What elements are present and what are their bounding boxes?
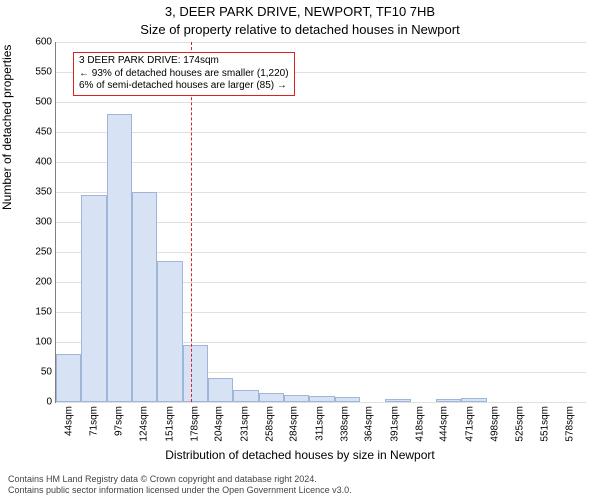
gridline	[56, 42, 586, 43]
y-tick-label: 150	[35, 307, 52, 318]
figure: 3, DEER PARK DRIVE, NEWPORT, TF10 7HB Si…	[0, 0, 600, 500]
annotation-line: 3 DEER PARK DRIVE: 174sqm	[79, 55, 289, 68]
x-tick-label: 498sqm	[490, 406, 501, 442]
x-tick-label: 338sqm	[339, 406, 350, 442]
gridline	[56, 102, 586, 103]
y-tick-label: 550	[35, 67, 52, 78]
histogram-bar	[107, 114, 132, 402]
x-tick-label: 418sqm	[414, 406, 425, 442]
x-axis-title: Distribution of detached houses by size …	[0, 448, 600, 462]
x-tick-label: 204sqm	[214, 406, 225, 442]
x-tick-label: 578sqm	[565, 406, 576, 442]
x-tick-label: 284sqm	[289, 406, 300, 442]
histogram-bar	[385, 399, 410, 402]
annotation-box: 3 DEER PARK DRIVE: 174sqm← 93% of detach…	[73, 52, 295, 96]
x-tick-label: 364sqm	[364, 406, 375, 442]
reference-line	[191, 42, 192, 402]
y-tick-label: 0	[46, 397, 52, 408]
chart-plot-area: 05010015020025030035040045050055060044sq…	[55, 42, 586, 403]
y-tick-label: 100	[35, 337, 52, 348]
subtitle: Size of property relative to detached ho…	[0, 22, 600, 37]
annotation-line: 6% of semi-detached houses are larger (8…	[79, 80, 289, 93]
histogram-bar	[183, 345, 208, 402]
gridline	[56, 162, 586, 163]
histogram-bar	[461, 398, 486, 402]
x-tick-label: 444sqm	[439, 406, 450, 442]
x-tick-label: 525sqm	[515, 406, 526, 442]
y-tick-label: 600	[35, 37, 52, 48]
y-tick-label: 200	[35, 277, 52, 288]
y-tick-label: 450	[35, 127, 52, 138]
histogram-bar	[208, 378, 233, 402]
footer-line-2: Contains public sector information licen…	[8, 485, 352, 496]
y-tick-label: 250	[35, 247, 52, 258]
address-title: 3, DEER PARK DRIVE, NEWPORT, TF10 7HB	[0, 4, 600, 19]
y-tick-label: 500	[35, 97, 52, 108]
x-tick-label: 44sqm	[64, 406, 75, 436]
histogram-bar	[309, 396, 334, 402]
y-tick-label: 300	[35, 217, 52, 228]
annotation-line: ← 93% of detached houses are smaller (1,…	[79, 68, 289, 81]
y-axis-label: Number of detached properties	[0, 45, 14, 210]
gridline	[56, 132, 586, 133]
histogram-bar	[132, 192, 157, 402]
footer-attribution: Contains HM Land Registry data © Crown c…	[8, 474, 352, 497]
gridline	[56, 402, 586, 403]
x-tick-label: 311sqm	[314, 406, 325, 441]
x-tick-label: 97sqm	[113, 406, 124, 436]
histogram-bar	[436, 399, 461, 402]
x-tick-label: 151sqm	[164, 406, 175, 442]
histogram-bar	[335, 397, 360, 402]
y-tick-label: 350	[35, 187, 52, 198]
histogram-bar	[81, 195, 106, 402]
y-tick-label: 400	[35, 157, 52, 168]
histogram-bar	[233, 390, 258, 402]
histogram-bar	[157, 261, 182, 402]
x-tick-label: 71sqm	[89, 406, 100, 436]
histogram-bar	[284, 395, 309, 402]
x-tick-label: 391sqm	[389, 406, 400, 442]
x-tick-label: 258sqm	[264, 406, 275, 442]
x-tick-label: 551sqm	[539, 406, 550, 442]
histogram-bar	[259, 393, 284, 402]
footer-line-1: Contains HM Land Registry data © Crown c…	[8, 474, 352, 485]
y-tick-label: 50	[41, 367, 52, 378]
x-tick-label: 231sqm	[239, 406, 250, 442]
x-tick-label: 124sqm	[139, 406, 150, 442]
x-tick-label: 471sqm	[464, 406, 475, 442]
x-tick-label: 178sqm	[189, 406, 200, 442]
histogram-bar	[56, 354, 81, 402]
